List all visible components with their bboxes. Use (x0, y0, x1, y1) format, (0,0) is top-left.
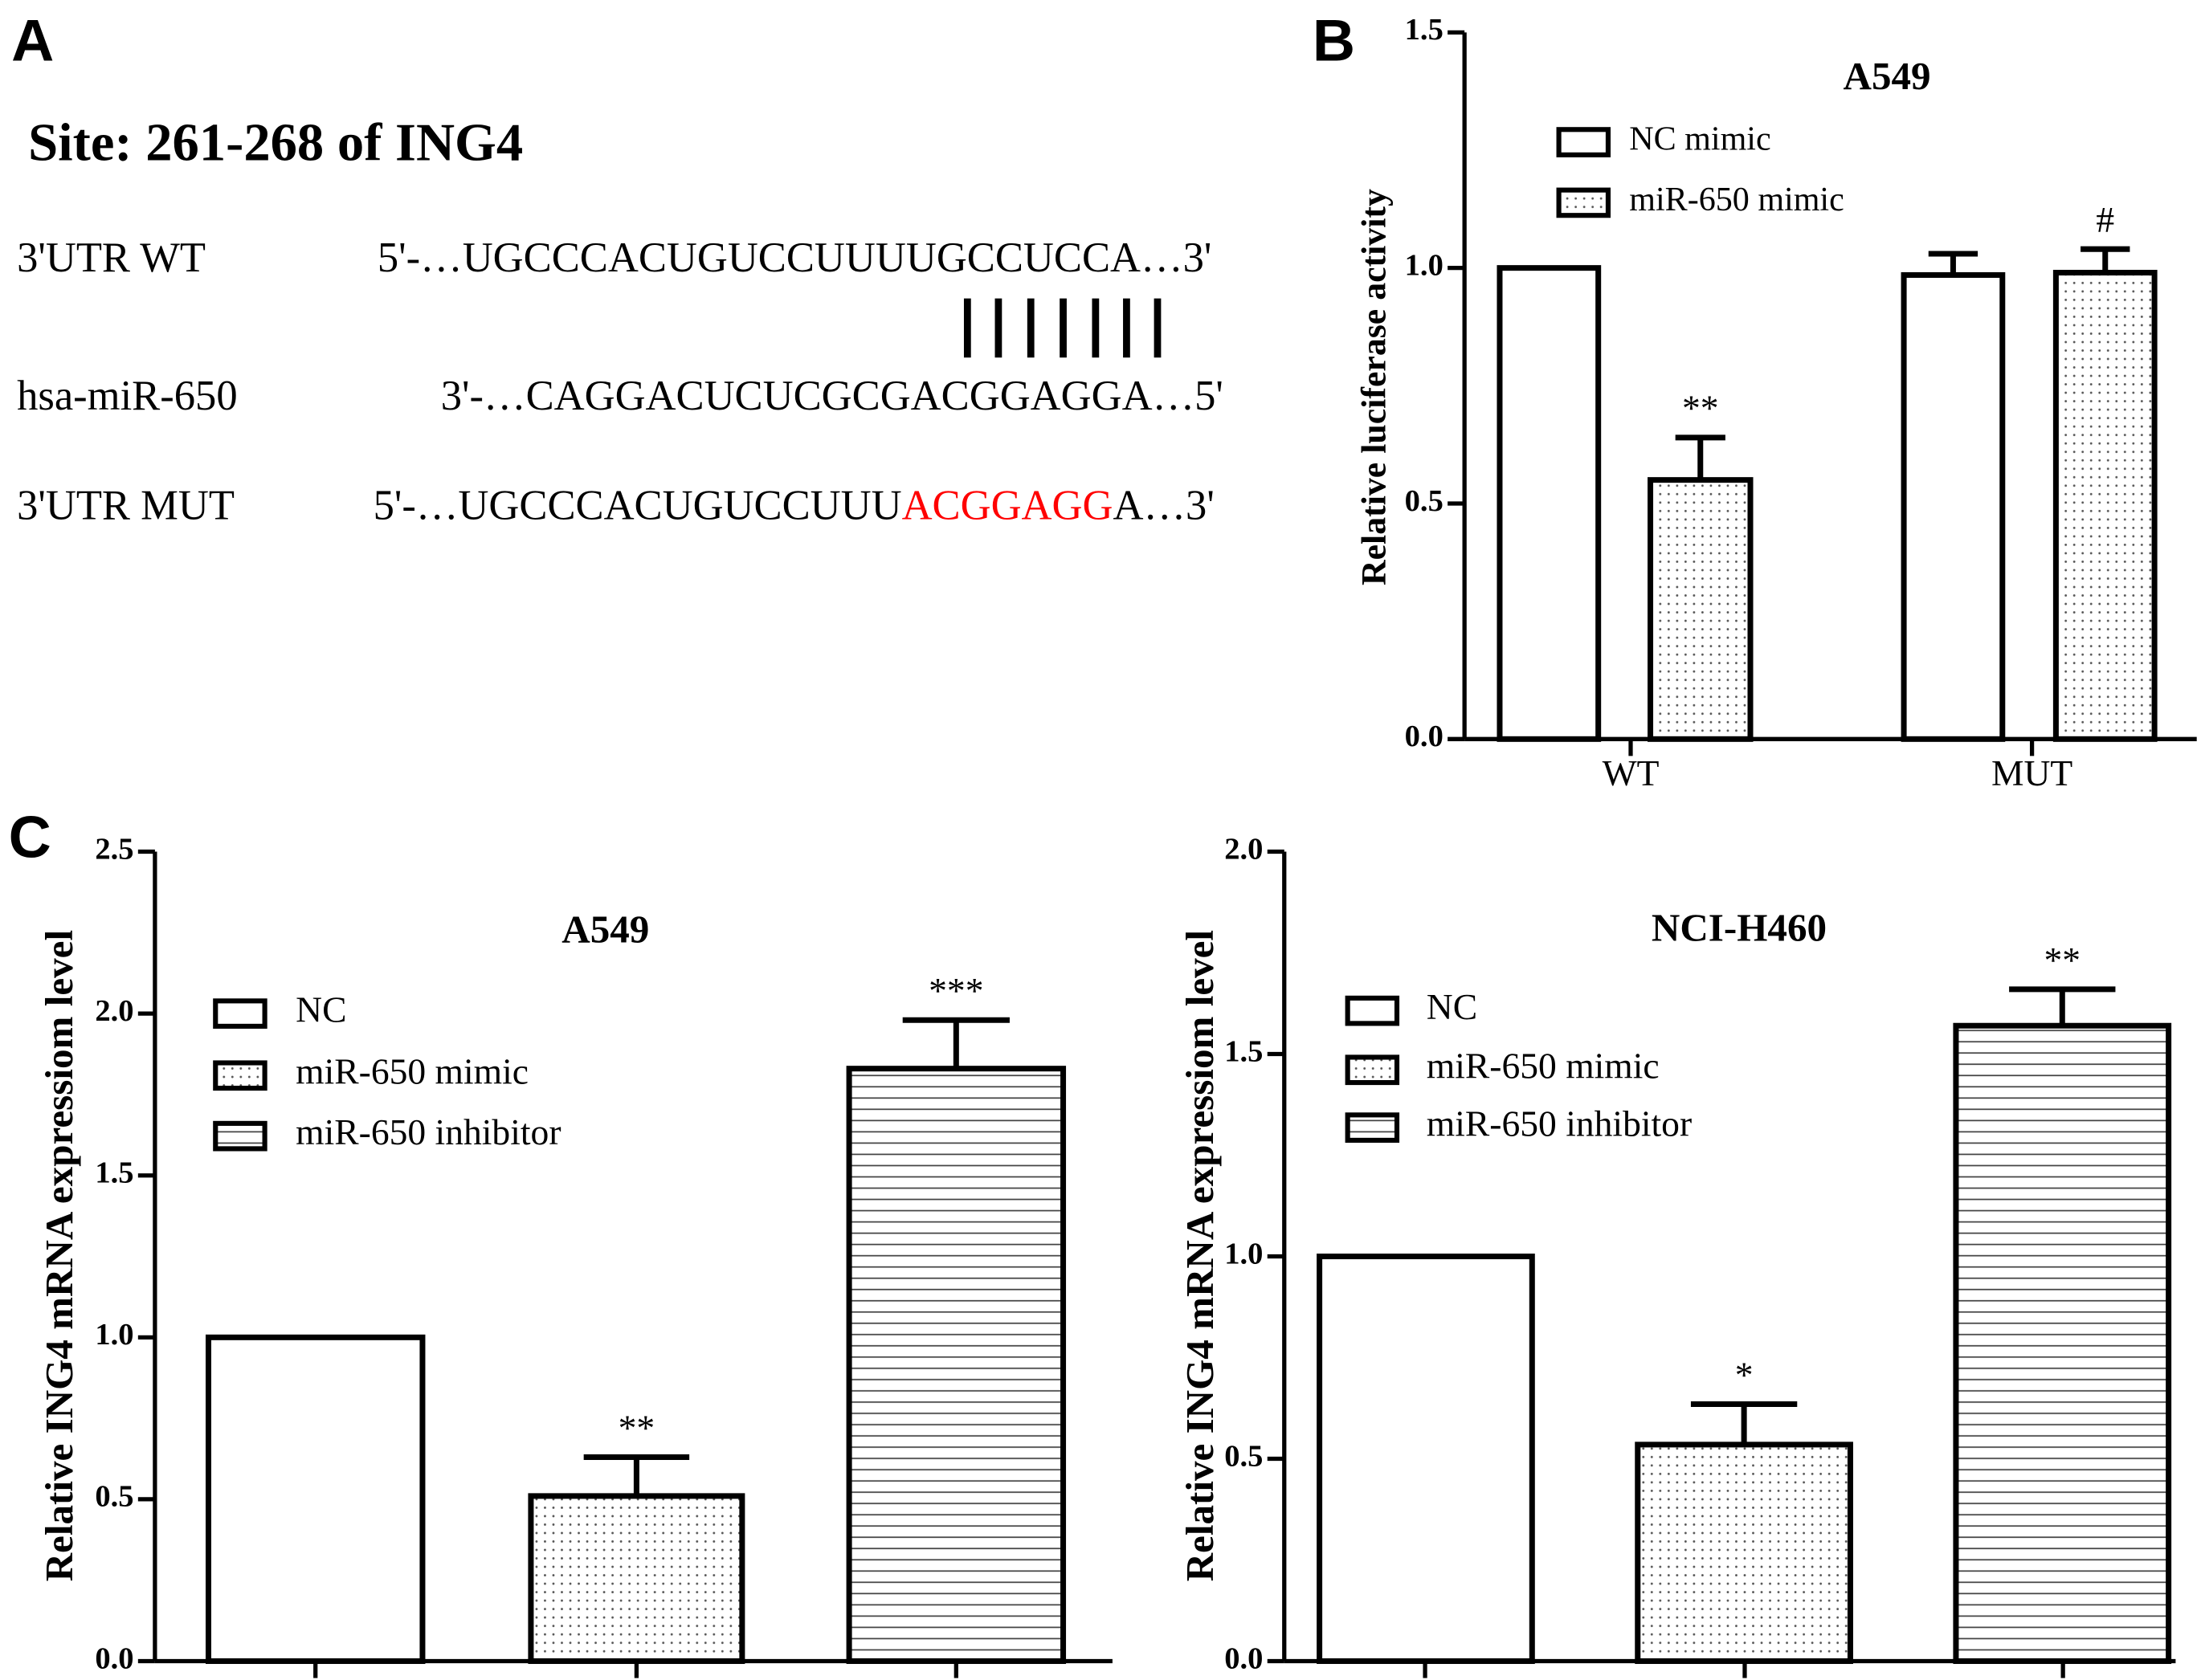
pairing-lines (963, 298, 1162, 358)
bar (2052, 270, 2158, 742)
row-label: 3'UTR WT (17, 234, 206, 281)
y-tick-label: 0.5 (1224, 1439, 1263, 1473)
bar (1953, 1022, 2172, 1665)
legend-swatch (1556, 187, 1611, 218)
bar (846, 1066, 1067, 1665)
legend-swatch (213, 1060, 267, 1091)
site-title: Site: 261-268 of ING4 (28, 113, 523, 172)
legend-label: miR-650 mimic (296, 1051, 529, 1092)
y-axis-label: Relative ING4 mRNA expressiom level (1178, 930, 1222, 1581)
panel-label: A (11, 7, 54, 74)
legend-label: NC mimic (1629, 121, 1770, 158)
chart-title: A549 (561, 907, 649, 951)
sequence-part: ACGGAGG (902, 483, 1113, 529)
y-tick-label: 1.5 (95, 1156, 133, 1190)
y-tick-label: 0.0 (95, 1641, 133, 1675)
bar (1497, 265, 1602, 742)
y-axis-label: Relative luciferase activity (1355, 189, 1394, 585)
legend-label: miR-650 inhibitor (296, 1111, 561, 1152)
x-tick-label: MUT (1991, 752, 2072, 793)
legend-label: NC (296, 989, 346, 1030)
legend-label: miR-650 mimic (1427, 1046, 1660, 1087)
legend-label: miR-650 inhibitor (1427, 1103, 1692, 1144)
sequence: 3'-…CAGGACUCUCGCGACGGAGGA…5' (441, 373, 1223, 419)
significance-label: # (2096, 199, 2114, 240)
y-tick-label: 1.0 (1224, 1237, 1263, 1270)
bar (1317, 1254, 1535, 1665)
significance-label: ** (1682, 388, 1719, 429)
sequence-part: 5'-…UGCCCACUGUCCUUU (374, 483, 902, 529)
significance-label: ** (2044, 940, 2081, 981)
legend-swatch (1345, 1054, 1400, 1086)
bar (1648, 477, 1754, 742)
row-label: hsa-miR-650 (17, 373, 238, 419)
significance-label: * (1735, 1354, 1754, 1395)
sequence-part: 5'-…UGCCCACUGUCCUUUUGCCUCCA…3' (378, 234, 1212, 281)
chart-title: NCI-H460 (1652, 906, 1827, 950)
y-tick-label: 0.0 (1224, 1641, 1263, 1675)
y-tick-label: 1.5 (1405, 13, 1444, 47)
significance-label: *** (929, 970, 983, 1011)
sequence-part: 3'-…CAGGACUCUCGCGACGGAGGA…5' (441, 373, 1223, 419)
bar (528, 1493, 745, 1665)
legend-swatch (213, 1120, 267, 1152)
bar (205, 1334, 426, 1665)
y-tick-label: 2.5 (95, 832, 133, 866)
row-label: 3'UTR MUT (17, 483, 235, 529)
sequence-part: A…3' (1113, 483, 1214, 529)
y-tick-label: 1.5 (1224, 1034, 1263, 1068)
significance-label: ** (619, 1407, 655, 1448)
y-tick-label: 2.0 (1224, 832, 1263, 866)
y-tick-label: 0.5 (95, 1480, 133, 1514)
legend-swatch (213, 998, 267, 1029)
legend-swatch (1345, 995, 1400, 1026)
chart-title: A549 (1844, 54, 1931, 98)
legend-swatch (1345, 1112, 1400, 1143)
sequence: 5'-…UGCCCACUGUCCUUUACGGAGGA…3' (374, 483, 1215, 529)
panel-label: C (9, 804, 51, 871)
y-tick-label: 1.0 (1405, 248, 1444, 282)
bar (1635, 1441, 1853, 1665)
bar (1901, 271, 2006, 742)
legend-label: NC (1427, 986, 1477, 1027)
panel-label: B (1313, 7, 1355, 74)
x-tick-label: WT (1603, 752, 1660, 793)
y-tick-label: 0.0 (1405, 720, 1444, 753)
legend-label: miR-650 mimic (1629, 181, 1844, 218)
y-tick-label: 0.5 (1405, 484, 1444, 518)
y-tick-label: 2.0 (95, 994, 133, 1028)
y-tick-label: 1.0 (95, 1318, 133, 1352)
sequence: 5'-…UGCCCACUGUCCUUUUGCCUCCA…3' (378, 234, 1212, 281)
legend-swatch (1556, 127, 1611, 157)
y-axis-label: Relative ING4 mRNA expressiom level (37, 930, 81, 1581)
